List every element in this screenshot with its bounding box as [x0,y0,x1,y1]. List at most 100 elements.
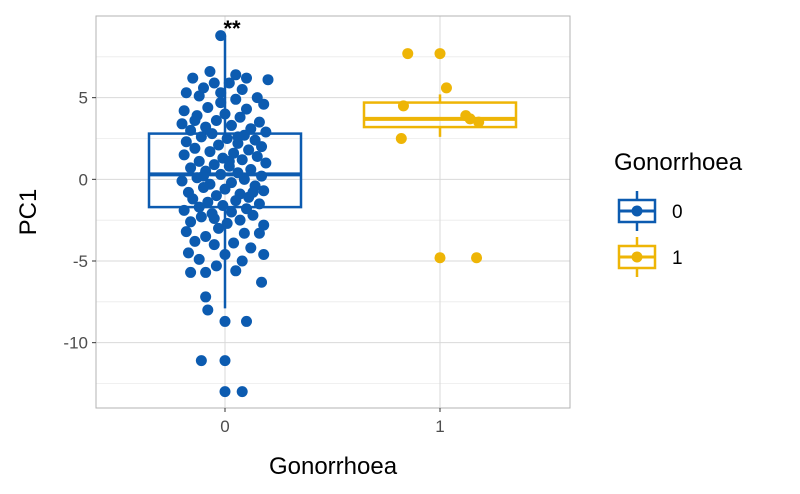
x-axis-title: Gonorrhoea [269,453,398,480]
data-point [256,170,268,182]
data-point [180,87,192,99]
data-point [198,182,209,193]
data-point [210,260,222,272]
data-point [236,84,248,95]
x-tick-label: 1 [435,417,444,436]
data-point [206,128,218,140]
data-point [258,219,270,231]
legend-title: Gonorrhoea [614,149,743,176]
data-point [217,199,229,211]
legend-key-point [631,251,643,263]
data-point [193,90,205,102]
data-point [193,155,205,167]
data-point [210,190,222,202]
data-point [213,139,225,151]
data-point [176,175,188,187]
data-point [223,155,235,167]
data-point [434,48,446,60]
data-point [234,214,246,226]
data-point [198,82,209,94]
data-point [243,144,255,156]
data-point [221,217,233,229]
data-point [236,255,248,267]
legend-key-point [631,205,643,217]
data-point [238,173,250,185]
data-point [202,196,214,208]
data-point [208,77,220,89]
data-point [234,111,246,123]
data-point [185,162,197,174]
y-axis-title: PC1 [15,189,42,236]
data-point [202,101,214,113]
data-point [223,77,235,89]
data-point [189,142,201,154]
data-point [236,154,248,166]
data-point [195,131,207,143]
grid-lines [96,16,570,408]
data-point [208,239,220,251]
data-point [395,133,407,144]
legend: 01 [617,191,683,277]
data-point [251,150,263,162]
data-point [245,242,257,254]
data-point [189,115,201,127]
data-point [230,265,242,277]
data-point [230,69,242,81]
data-point [178,204,190,216]
data-point [178,149,190,161]
data-point [225,206,237,218]
box-iqr [362,101,518,129]
data-point [204,66,216,78]
data-point [247,209,259,221]
data-point [245,164,257,176]
data-point [434,252,446,264]
data-point [397,100,409,112]
data-point [225,119,237,131]
data-point [182,247,194,259]
data-point [228,237,240,249]
y-tick-label: 5 [79,89,88,108]
data-point [180,226,192,238]
y-tick-label: 0 [79,170,88,189]
data-point [236,386,248,398]
data-point [219,315,231,327]
data-point [258,185,270,197]
data-point [189,235,201,247]
legend-label: 0 [672,202,683,223]
data-point [258,248,270,260]
data-point [208,159,220,171]
y-tick-label: -5 [73,252,88,271]
data-point [232,131,244,143]
data-point [258,98,270,110]
data-point [193,201,205,213]
data-point [440,82,452,94]
data-point [253,116,265,128]
data-point [180,136,192,148]
data-point [256,276,268,288]
data-point [219,108,231,120]
data-point [241,72,252,84]
data-point [198,170,209,182]
data-point [471,252,483,264]
plot-panel-border [95,15,571,409]
data-point [253,227,265,239]
data-point [402,48,414,60]
data-point [219,183,231,195]
legend-label: 1 [672,248,683,269]
data-point [253,198,265,210]
data-point [213,222,225,234]
data-point [200,266,212,278]
data-point [204,146,216,158]
data-point [230,93,242,105]
data-point [241,103,252,115]
significance-annotation: ** [223,16,241,41]
data-point [473,116,485,128]
data-point [215,97,227,109]
data-point [260,157,272,169]
data-point [187,72,199,84]
data-point [230,195,242,207]
data-point [202,304,214,316]
data-point [178,105,190,117]
